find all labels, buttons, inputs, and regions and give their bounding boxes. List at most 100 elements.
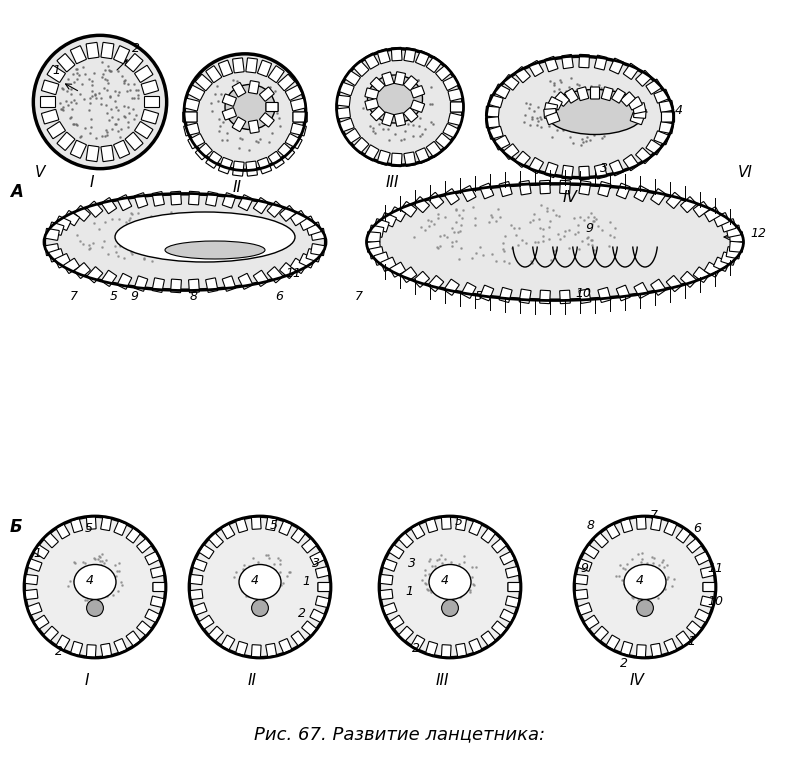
FancyBboxPatch shape <box>578 603 592 615</box>
Text: 4: 4 <box>86 574 94 587</box>
FancyBboxPatch shape <box>74 206 90 221</box>
FancyBboxPatch shape <box>636 148 652 164</box>
FancyBboxPatch shape <box>222 276 236 291</box>
FancyBboxPatch shape <box>623 63 638 79</box>
FancyBboxPatch shape <box>306 222 322 235</box>
FancyBboxPatch shape <box>142 80 158 94</box>
FancyBboxPatch shape <box>74 263 90 278</box>
FancyBboxPatch shape <box>529 60 543 76</box>
FancyBboxPatch shape <box>195 75 212 91</box>
Text: II: II <box>233 180 242 195</box>
FancyBboxPatch shape <box>428 276 444 292</box>
FancyBboxPatch shape <box>565 88 578 103</box>
FancyBboxPatch shape <box>560 290 570 303</box>
FancyBboxPatch shape <box>374 252 389 265</box>
Ellipse shape <box>487 57 673 177</box>
FancyBboxPatch shape <box>630 112 644 125</box>
FancyBboxPatch shape <box>170 191 182 205</box>
FancyBboxPatch shape <box>222 636 234 650</box>
FancyBboxPatch shape <box>259 87 274 101</box>
FancyBboxPatch shape <box>233 58 244 73</box>
FancyBboxPatch shape <box>681 271 697 287</box>
Text: 6: 6 <box>275 290 283 303</box>
FancyBboxPatch shape <box>291 631 306 645</box>
FancyBboxPatch shape <box>344 129 360 144</box>
FancyBboxPatch shape <box>486 106 499 117</box>
Text: 6: 6 <box>693 522 701 535</box>
FancyBboxPatch shape <box>222 107 236 120</box>
FancyBboxPatch shape <box>206 152 222 168</box>
FancyBboxPatch shape <box>117 195 132 210</box>
FancyBboxPatch shape <box>306 248 322 262</box>
FancyBboxPatch shape <box>414 197 430 213</box>
FancyBboxPatch shape <box>443 76 459 91</box>
FancyBboxPatch shape <box>394 113 406 126</box>
Circle shape <box>86 600 103 616</box>
FancyBboxPatch shape <box>102 271 117 287</box>
Text: 5: 5 <box>475 290 483 303</box>
FancyBboxPatch shape <box>370 225 384 237</box>
FancyBboxPatch shape <box>681 197 697 213</box>
FancyBboxPatch shape <box>25 575 38 584</box>
FancyBboxPatch shape <box>401 267 417 283</box>
FancyBboxPatch shape <box>450 102 463 112</box>
Text: 1: 1 <box>405 585 413 598</box>
FancyBboxPatch shape <box>646 79 662 94</box>
FancyBboxPatch shape <box>34 615 49 629</box>
FancyBboxPatch shape <box>390 207 406 222</box>
FancyBboxPatch shape <box>209 533 223 548</box>
FancyBboxPatch shape <box>193 603 207 615</box>
FancyBboxPatch shape <box>480 183 494 199</box>
FancyBboxPatch shape <box>404 152 416 166</box>
FancyBboxPatch shape <box>594 626 608 641</box>
FancyBboxPatch shape <box>494 84 510 98</box>
FancyBboxPatch shape <box>598 287 611 303</box>
FancyBboxPatch shape <box>55 216 70 230</box>
FancyBboxPatch shape <box>415 50 430 66</box>
FancyBboxPatch shape <box>390 262 406 277</box>
FancyBboxPatch shape <box>290 210 306 226</box>
Text: 9: 9 <box>585 222 593 235</box>
FancyBboxPatch shape <box>206 66 222 82</box>
FancyBboxPatch shape <box>377 49 390 64</box>
FancyBboxPatch shape <box>367 232 381 243</box>
FancyBboxPatch shape <box>102 197 117 213</box>
FancyBboxPatch shape <box>666 193 682 209</box>
FancyBboxPatch shape <box>258 158 271 174</box>
FancyBboxPatch shape <box>701 567 714 578</box>
FancyBboxPatch shape <box>251 517 261 530</box>
Ellipse shape <box>225 85 275 130</box>
FancyBboxPatch shape <box>500 552 514 565</box>
FancyBboxPatch shape <box>594 533 608 548</box>
Text: 9: 9 <box>130 290 138 303</box>
FancyBboxPatch shape <box>183 112 197 122</box>
FancyBboxPatch shape <box>266 103 278 111</box>
FancyBboxPatch shape <box>86 645 96 657</box>
FancyBboxPatch shape <box>519 181 531 195</box>
FancyBboxPatch shape <box>721 219 736 232</box>
FancyBboxPatch shape <box>188 133 205 149</box>
FancyBboxPatch shape <box>578 559 592 572</box>
FancyBboxPatch shape <box>293 112 307 122</box>
FancyBboxPatch shape <box>469 639 482 653</box>
FancyBboxPatch shape <box>380 589 393 600</box>
FancyBboxPatch shape <box>623 155 638 171</box>
FancyBboxPatch shape <box>364 145 379 161</box>
FancyBboxPatch shape <box>315 567 329 578</box>
Text: 3: 3 <box>312 557 320 570</box>
FancyBboxPatch shape <box>442 517 451 530</box>
FancyBboxPatch shape <box>344 70 360 85</box>
FancyBboxPatch shape <box>519 289 531 303</box>
FancyBboxPatch shape <box>236 642 247 655</box>
FancyBboxPatch shape <box>87 201 102 217</box>
Ellipse shape <box>25 517 165 657</box>
FancyBboxPatch shape <box>152 191 164 207</box>
FancyBboxPatch shape <box>152 278 164 293</box>
FancyBboxPatch shape <box>394 72 406 85</box>
FancyBboxPatch shape <box>545 162 558 178</box>
FancyBboxPatch shape <box>391 153 402 167</box>
FancyBboxPatch shape <box>514 66 530 83</box>
FancyBboxPatch shape <box>554 92 570 106</box>
FancyBboxPatch shape <box>318 582 330 591</box>
FancyBboxPatch shape <box>540 181 550 194</box>
